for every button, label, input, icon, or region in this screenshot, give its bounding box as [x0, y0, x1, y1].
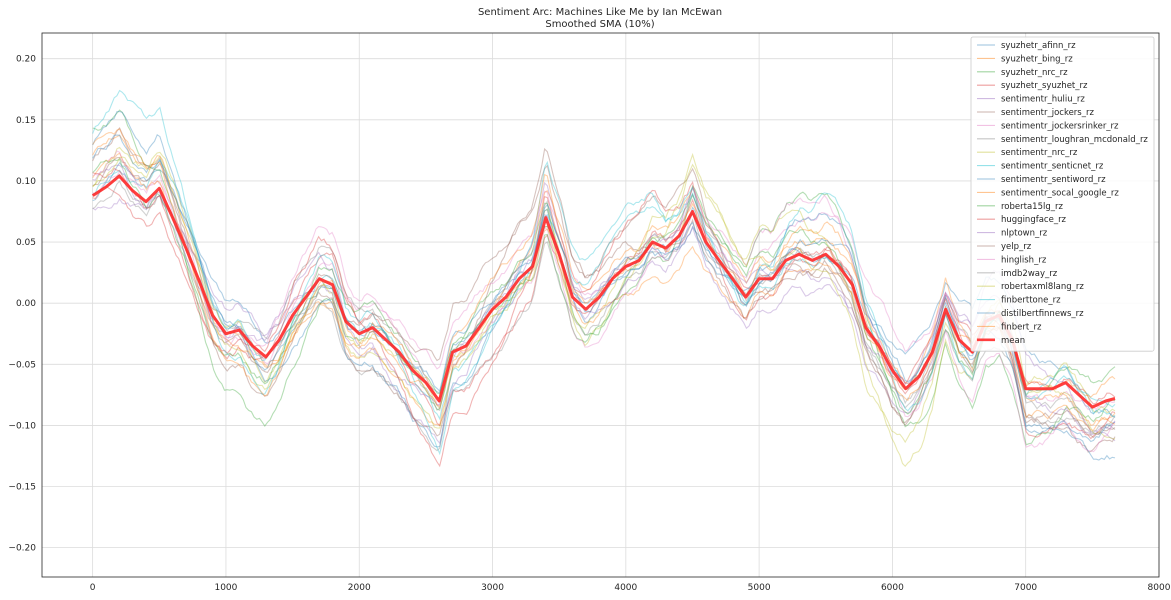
mean-line-layer — [91, 174, 1116, 409]
chart-title: Sentiment Arc: Machines Like Me by Ian M… — [478, 7, 722, 18]
y-tick-label: −0.15 — [8, 483, 36, 493]
series-line — [92, 110, 1116, 461]
legend-label: sentimentr_sentiword_rz — [1001, 175, 1106, 185]
legend-label: hinglish_rz — [1001, 255, 1047, 265]
y-tick-label: 0.10 — [16, 177, 36, 187]
legend-label: sentimentr_jockers_rz — [1001, 108, 1094, 118]
legend-label: syuzhetr_afinn_rz — [1001, 41, 1076, 51]
legend-label: syuzhetr_nrc_rz — [1001, 68, 1068, 78]
series-line — [92, 89, 1116, 456]
legend-label: syuzhetr_syuzhet_rz — [1001, 81, 1088, 91]
legend-label: sentimentr_socal_google_rz — [1001, 188, 1119, 198]
series-line — [92, 161, 1116, 419]
y-tick-label: −0.20 — [8, 544, 36, 554]
y-tick-label: 0.05 — [16, 238, 36, 248]
series-line — [92, 167, 1116, 468]
legend-label: nlptown_rz — [1001, 229, 1048, 239]
legend: syuzhetr_afinn_rz syuzhetr_bing_rzsyuzhet… — [970, 36, 1155, 352]
y-tick-label: −0.05 — [8, 360, 36, 370]
x-tick-label: 4000 — [614, 583, 637, 593]
legend-label: sentimentr_nrc_rz — [1001, 148, 1078, 158]
chart-subtitle: Smoothed SMA (10%) — [545, 19, 654, 30]
x-axis: 0 1000 2000 3000 4000 5000 6000 7000 8000 — [90, 583, 1171, 593]
legend-label: sentimentr_jockersrinker_rz — [1001, 121, 1119, 131]
legend-label: sentimentr_huliu_rz — [1001, 95, 1085, 105]
plot-frame — [41, 32, 1160, 578]
legend-label: finberttone_rz — [1001, 296, 1061, 306]
x-tick-label: 6000 — [881, 583, 904, 593]
legend-label: imdb2way_rz — [1001, 269, 1058, 279]
x-tick-label: 8000 — [1148, 583, 1171, 593]
series-lines — [92, 89, 1116, 468]
legend-label: huggingface_rz — [1001, 215, 1067, 225]
legend-label: robertaxml8lang_rz — [1001, 282, 1084, 292]
legend-label: sentimentr_loughran_mcdonald_rz — [1001, 135, 1148, 145]
series-line — [92, 180, 1116, 452]
series-line — [92, 150, 1116, 453]
series-line — [92, 134, 1116, 427]
series-line — [92, 146, 1116, 468]
legend-label: yelp_rz — [1001, 242, 1032, 252]
x-tick-label: 0 — [90, 583, 96, 593]
series-line — [92, 173, 1116, 433]
series-line — [92, 152, 1116, 444]
x-tick-label: 2000 — [348, 583, 371, 593]
legend-label: roberta15lg_rz — [1001, 202, 1063, 212]
y-tick-label: −0.10 — [8, 421, 36, 431]
series-line — [92, 164, 1116, 445]
legend-label: syuzhetr_bing_rz — [1001, 54, 1073, 64]
x-tick-label: 7000 — [1014, 583, 1037, 593]
series-line — [92, 156, 1116, 439]
series-line — [92, 170, 1116, 411]
legend-label: mean — [1001, 336, 1025, 346]
series-line — [92, 134, 1116, 443]
mean-line — [91, 174, 1116, 409]
legend-label: sentimentr_senticnet_rz — [1001, 162, 1104, 172]
x-tick-label: 3000 — [481, 583, 504, 593]
legend-box — [970, 36, 1155, 352]
series-line — [92, 109, 1116, 446]
y-tick-label: 0.20 — [16, 55, 36, 65]
series-line — [92, 191, 1116, 436]
y-tick-label: 0.00 — [16, 299, 36, 309]
x-tick-label: 5000 — [748, 583, 771, 593]
y-axis: −0.20 −0.15 −0.10 −0.05 0.00 0.05 0.10 0.15 0.20 — [8, 55, 36, 554]
legend-label: distilbertfinnews_rz — [1001, 309, 1084, 319]
x-tick-label: 1000 — [214, 583, 237, 593]
y-tick-label: 0.15 — [16, 116, 36, 126]
series-line — [92, 158, 1116, 415]
legend-label: finbert_rz — [1001, 322, 1042, 332]
